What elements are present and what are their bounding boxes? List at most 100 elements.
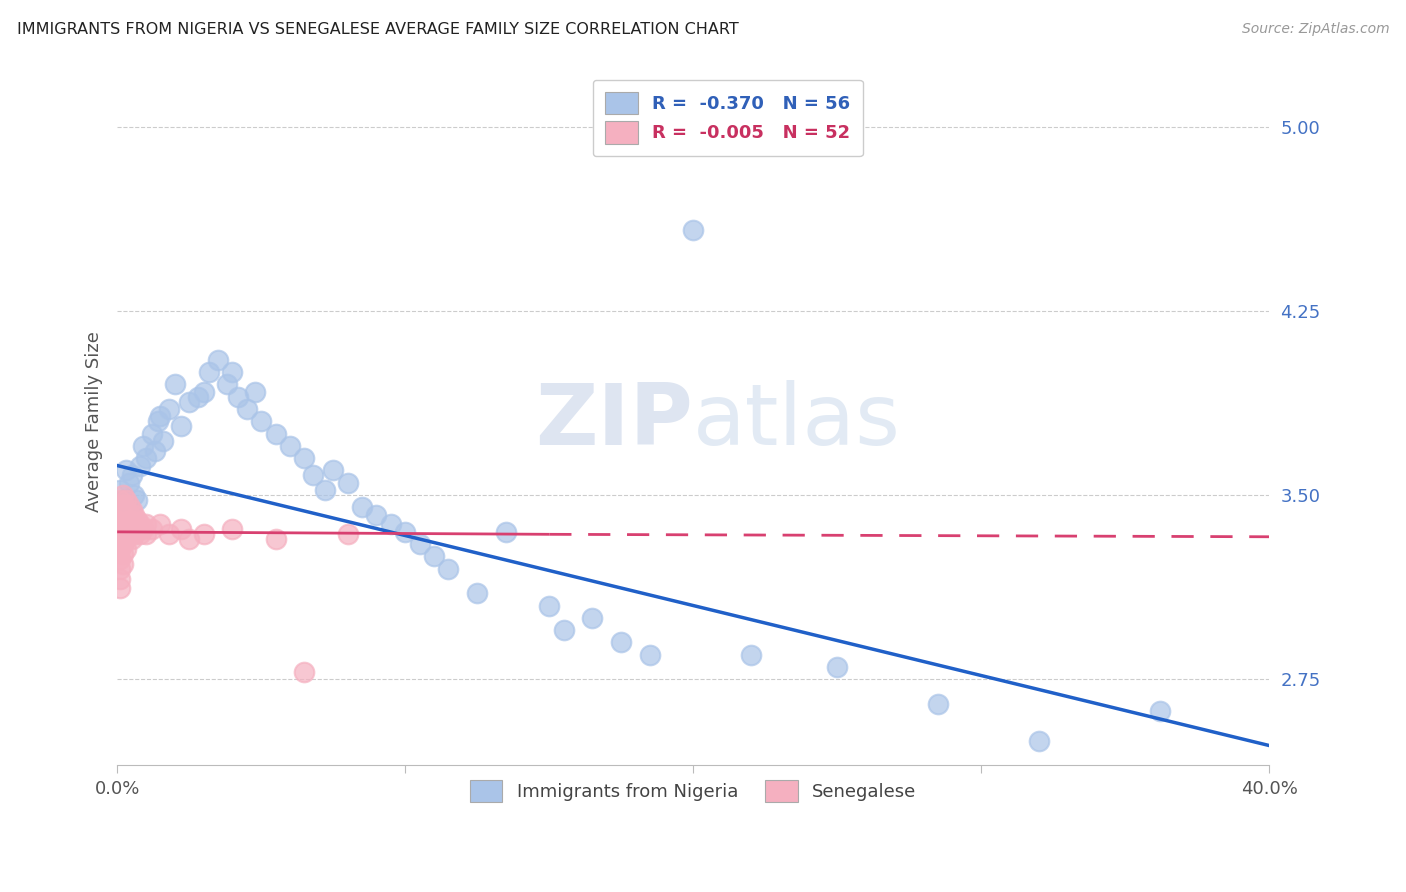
Point xyxy=(121,502,143,516)
Point xyxy=(221,365,243,379)
Point xyxy=(250,414,273,428)
Point xyxy=(423,549,446,564)
Point xyxy=(169,522,191,536)
Point xyxy=(127,512,149,526)
Point xyxy=(108,552,131,566)
Point xyxy=(114,533,136,547)
Point xyxy=(553,623,575,637)
Point xyxy=(146,414,169,428)
Point xyxy=(437,562,460,576)
Text: ZIP: ZIP xyxy=(536,380,693,463)
Text: Source: ZipAtlas.com: Source: ZipAtlas.com xyxy=(1241,22,1389,37)
Point xyxy=(118,508,141,522)
Point xyxy=(366,508,388,522)
Point xyxy=(118,498,141,512)
Point xyxy=(111,557,134,571)
Point xyxy=(108,533,131,547)
Point xyxy=(336,475,359,490)
Y-axis label: Average Family Size: Average Family Size xyxy=(86,331,103,512)
Point xyxy=(124,527,146,541)
Point xyxy=(394,524,416,539)
Point xyxy=(114,542,136,557)
Point xyxy=(111,498,134,512)
Point xyxy=(111,527,134,541)
Point xyxy=(114,512,136,526)
Point xyxy=(141,426,163,441)
Point xyxy=(221,522,243,536)
Point xyxy=(108,512,131,526)
Point xyxy=(111,508,134,522)
Point xyxy=(108,572,131,586)
Point xyxy=(124,508,146,522)
Point xyxy=(226,390,249,404)
Point xyxy=(157,402,180,417)
Point xyxy=(149,517,172,532)
Point xyxy=(111,547,134,561)
Point xyxy=(187,390,209,404)
Point xyxy=(314,483,336,497)
Point xyxy=(111,488,134,502)
Point xyxy=(121,522,143,536)
Point xyxy=(127,492,149,507)
Point xyxy=(198,365,221,379)
Point xyxy=(538,599,561,613)
Point xyxy=(207,352,229,367)
Point xyxy=(302,468,325,483)
Point xyxy=(322,463,344,477)
Point xyxy=(294,451,316,466)
Legend: Immigrants from Nigeria, Senegalese: Immigrants from Nigeria, Senegalese xyxy=(457,767,929,814)
Point xyxy=(114,502,136,516)
Point xyxy=(245,384,267,399)
Point xyxy=(169,419,191,434)
Point xyxy=(495,524,517,539)
Point xyxy=(336,527,359,541)
Point xyxy=(610,635,633,649)
Point xyxy=(278,439,301,453)
Point xyxy=(193,384,215,399)
Point xyxy=(163,377,186,392)
Point xyxy=(638,648,661,662)
Point xyxy=(179,394,201,409)
Point xyxy=(114,463,136,477)
Point xyxy=(135,527,157,541)
Point xyxy=(141,522,163,536)
Point xyxy=(108,522,131,536)
Point xyxy=(264,426,287,441)
Point xyxy=(127,522,149,536)
Point xyxy=(927,697,949,711)
Point xyxy=(108,562,131,576)
Point xyxy=(350,500,373,515)
Point xyxy=(108,483,131,497)
Point xyxy=(179,533,201,547)
Point xyxy=(121,533,143,547)
Point xyxy=(124,517,146,532)
Point xyxy=(215,377,238,392)
Point xyxy=(1028,733,1050,747)
Point xyxy=(380,517,402,532)
Point xyxy=(129,517,152,532)
Point xyxy=(129,527,152,541)
Point xyxy=(1149,704,1171,718)
Point xyxy=(193,527,215,541)
Point xyxy=(111,492,134,507)
Point xyxy=(124,488,146,502)
Point xyxy=(294,665,316,679)
Point xyxy=(111,537,134,551)
Point xyxy=(135,451,157,466)
Point xyxy=(118,517,141,532)
Point xyxy=(108,542,131,557)
Point xyxy=(135,517,157,532)
Point xyxy=(114,492,136,507)
Point xyxy=(108,582,131,596)
Point xyxy=(118,527,141,541)
Point xyxy=(152,434,174,448)
Point xyxy=(121,512,143,526)
Point xyxy=(682,223,704,237)
Point xyxy=(236,402,259,417)
Point xyxy=(132,439,155,453)
Point xyxy=(581,611,603,625)
Point xyxy=(740,648,762,662)
Point xyxy=(108,502,131,516)
Point xyxy=(111,517,134,532)
Point xyxy=(118,475,141,490)
